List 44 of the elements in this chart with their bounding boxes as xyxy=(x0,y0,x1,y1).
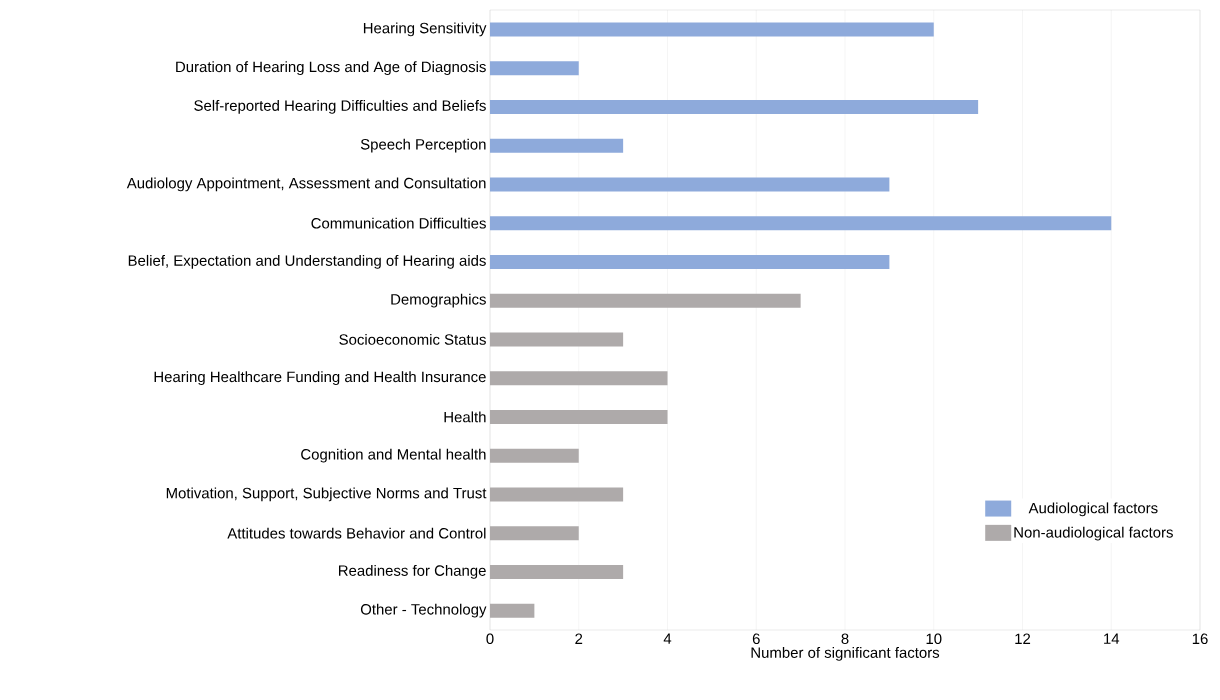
y-tick-label: Speech Perception xyxy=(360,138,486,153)
bar xyxy=(490,254,890,269)
y-tick-label: Hearing Sensitivity xyxy=(363,22,487,37)
legend-label: Non-audiological factors xyxy=(1014,526,1173,541)
bar xyxy=(490,487,624,502)
y-tick-label: Socioeconomic Status xyxy=(339,333,486,345)
bar xyxy=(490,564,624,579)
legend-label: Audiological factors xyxy=(1028,502,1158,517)
y-tick-label: Belief, Expectation and Understanding of Hearing aids xyxy=(128,254,486,269)
y-tick-label: Motivation, Support, Subjective Norms and Trust xyxy=(166,487,487,502)
x-tick-label: 16 xyxy=(1192,633,1208,645)
x-axis-title: Number of significant factors xyxy=(751,646,940,661)
x-tick-label: 12 xyxy=(1015,633,1031,644)
bar xyxy=(490,61,579,76)
x-tick-label: 0 xyxy=(486,633,494,645)
y-tick-label: Self-reported Hearing Difficulties and Beliefs xyxy=(194,99,486,114)
y-tick-label: Other - Technology xyxy=(360,603,487,618)
y-tick-label: Readiness for Change xyxy=(339,564,486,579)
bar xyxy=(490,526,579,541)
x-tick-label: 8 xyxy=(841,633,849,645)
bar xyxy=(490,177,890,192)
bar xyxy=(490,371,668,386)
bar xyxy=(490,99,979,114)
bar xyxy=(490,603,535,618)
y-tick-label: Demographics xyxy=(391,293,486,308)
bar xyxy=(490,293,801,308)
x-tick-label: 10 xyxy=(926,633,942,645)
bar xyxy=(490,332,624,347)
x-tick-label: 6 xyxy=(752,633,760,645)
bar xyxy=(490,216,1112,231)
bar xyxy=(490,448,579,463)
y-tick-label: Audiology Appointment, Assessment and Consultation xyxy=(126,177,486,192)
x-tick-label: 4 xyxy=(663,633,672,644)
x-tick-label: 14 xyxy=(1104,633,1120,644)
y-tick-label: Attitudes towards Behavior and Control xyxy=(227,527,486,539)
y-tick-label: Cognition and Mental health xyxy=(301,448,486,463)
bar xyxy=(490,22,934,37)
x-tick-label: 2 xyxy=(575,633,583,644)
y-tick-label: Duration of Hearing Loss and Age of Diagnosis xyxy=(176,61,486,76)
y-tick-label: Hearing Healthcare Funding and Health Insurance xyxy=(154,371,486,386)
y-tick-label: Communication Difficulties xyxy=(311,217,486,229)
bar xyxy=(490,138,624,153)
bar xyxy=(490,409,668,424)
y-tick-label: Health xyxy=(444,411,486,423)
